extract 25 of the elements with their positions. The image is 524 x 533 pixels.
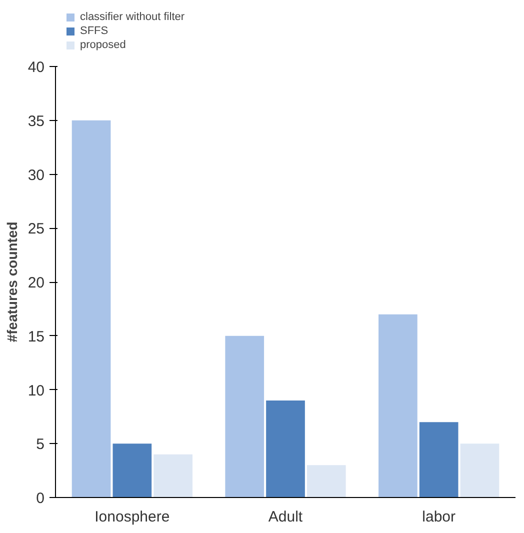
y-tick-label: 10 bbox=[28, 382, 45, 400]
y-tick-label: 35 bbox=[28, 112, 45, 130]
bar bbox=[419, 422, 458, 498]
legend-label: proposed bbox=[80, 38, 126, 52]
x-tick-label: labor bbox=[422, 508, 456, 526]
y-axis-title: #features counted bbox=[4, 222, 20, 342]
x-tick-label: Ionosphere bbox=[94, 508, 170, 526]
y-tick-label: 20 bbox=[28, 274, 45, 292]
bar bbox=[154, 454, 192, 498]
bar bbox=[225, 336, 264, 498]
y-tick-label: 25 bbox=[28, 220, 45, 238]
x-tick-label: Adult bbox=[268, 508, 304, 526]
bar bbox=[72, 120, 111, 498]
bar bbox=[266, 400, 305, 498]
y-tick-label: 0 bbox=[36, 490, 44, 507]
legend-label: SFFS bbox=[80, 24, 108, 38]
bar bbox=[378, 314, 418, 498]
y-tick-label: 15 bbox=[28, 328, 45, 346]
y-tick-label: 30 bbox=[28, 166, 45, 184]
legend-label: classifier without filter bbox=[80, 10, 185, 24]
bar bbox=[306, 465, 346, 498]
bar bbox=[460, 444, 500, 498]
y-tick-label: 5 bbox=[36, 436, 44, 454]
y-tick-label: 40 bbox=[28, 59, 45, 76]
bar bbox=[112, 444, 152, 498]
